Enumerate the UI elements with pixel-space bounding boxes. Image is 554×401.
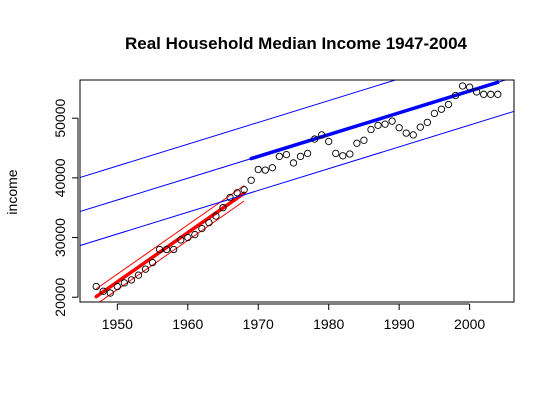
data-point — [106, 289, 114, 297]
data-point — [191, 230, 199, 239]
data-point — [451, 91, 460, 100]
data-point — [458, 82, 467, 90]
data-point — [303, 149, 312, 158]
data-point — [494, 90, 502, 98]
data-point — [346, 150, 354, 158]
x-tick-label: 1950 — [102, 316, 133, 332]
data-point — [240, 186, 248, 194]
data-point — [444, 100, 453, 109]
data-point — [163, 245, 171, 254]
data-point — [409, 131, 417, 139]
data-point — [127, 276, 136, 284]
data-point — [170, 245, 178, 254]
data-point — [261, 166, 269, 174]
axes: 1950 1960 1970 1980 1990 2000 20000 30000 40000 5… — [52, 99, 485, 332]
data-point — [353, 139, 361, 147]
data-point — [416, 123, 424, 131]
x-tick-label: 1960 — [172, 316, 203, 332]
data-point — [99, 287, 107, 295]
data-point — [254, 165, 262, 174]
data-point — [480, 90, 488, 98]
data-point — [134, 271, 143, 279]
data-points — [92, 82, 502, 297]
data-point — [318, 131, 326, 139]
x-tick-label: 1990 — [384, 316, 415, 332]
x-tick-label: 2000 — [454, 316, 485, 332]
data-point — [205, 218, 213, 227]
x-tick-label: 1980 — [313, 316, 344, 332]
y-tick-label: 20000 — [52, 278, 68, 317]
data-point — [148, 258, 157, 267]
data-point — [430, 109, 439, 118]
data-point — [226, 193, 234, 202]
data-point — [233, 189, 241, 197]
data-point — [310, 135, 319, 143]
fit-segment-1 — [249, 80, 500, 161]
fit-lines — [80, 80, 514, 302]
data-point — [247, 176, 255, 184]
data-point — [289, 159, 298, 167]
data-point — [381, 120, 389, 128]
data-point — [120, 279, 129, 287]
data-point — [282, 150, 291, 159]
fit-upper-band-0 — [95, 185, 245, 290]
data-point — [437, 105, 446, 113]
data-point — [360, 136, 368, 144]
data-point — [177, 236, 185, 244]
chart-title: Real Household Median Income 1947-2004 — [125, 34, 468, 53]
data-point — [402, 129, 410, 137]
data-point — [155, 245, 164, 254]
data-point — [423, 118, 431, 127]
fit-segment-0 — [94, 191, 246, 299]
data-point — [332, 149, 340, 158]
data-point — [92, 282, 100, 291]
fit-upper-band-1 — [80, 80, 398, 179]
data-point — [141, 265, 150, 273]
data-point — [275, 152, 284, 161]
data-point — [388, 117, 396, 125]
data-point — [198, 224, 206, 233]
data-point — [212, 212, 220, 220]
fit-lower-band-1 — [80, 110, 514, 247]
data-point — [339, 152, 347, 160]
data-point — [296, 152, 305, 161]
y-tick-label: 50000 — [52, 99, 68, 138]
data-point — [113, 282, 121, 291]
data-point — [473, 88, 481, 96]
fit-lower-band-0 — [98, 200, 245, 302]
data-point — [325, 137, 333, 146]
data-point — [184, 233, 192, 242]
x-tick-label: 1970 — [243, 316, 274, 332]
data-point — [395, 124, 403, 132]
data-point — [367, 125, 375, 134]
data-point — [268, 164, 276, 172]
y-axis-label: income — [4, 169, 20, 214]
data-point — [219, 204, 227, 212]
data-point — [465, 83, 474, 91]
plot-frame — [79, 79, 515, 303]
data-point — [487, 90, 495, 98]
data-point — [374, 121, 382, 130]
y-tick-label: 40000 — [52, 158, 68, 197]
y-tick-label: 30000 — [52, 218, 68, 257]
